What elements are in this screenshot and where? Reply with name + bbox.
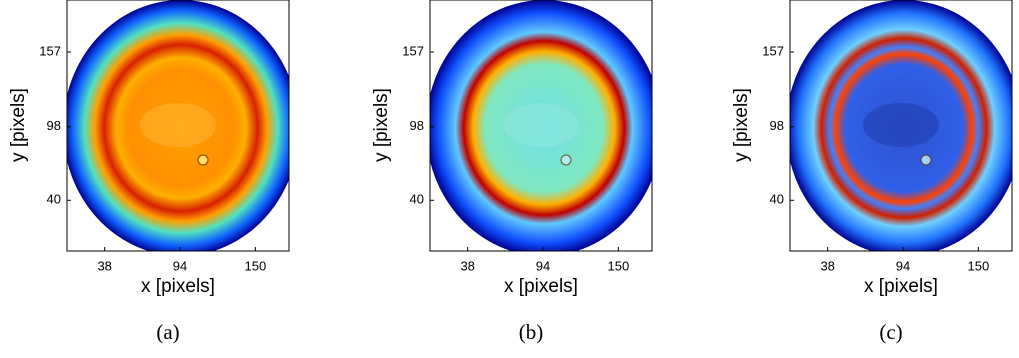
y-tick-label: 98 xyxy=(770,118,784,133)
x-tick-label: 150 xyxy=(968,258,990,273)
x-tick-label: 38 xyxy=(460,258,474,273)
y-tick-label: 40 xyxy=(47,192,61,207)
axes-frame xyxy=(429,0,653,252)
image xyxy=(67,0,289,251)
x-axis-label: x [pixels] xyxy=(864,276,938,297)
image xyxy=(430,0,652,251)
inner-blob xyxy=(503,103,579,147)
spot xyxy=(197,154,209,166)
y-tick-label: 98 xyxy=(47,118,61,133)
x-tick-label: 150 xyxy=(245,258,267,273)
x-tick-label: 94 xyxy=(173,258,187,273)
inner-blob xyxy=(863,103,939,147)
inner-blob xyxy=(140,103,216,147)
y-tick-label: 40 xyxy=(410,192,424,207)
y-tick-label: 157 xyxy=(39,43,61,58)
y-axis-label: y [pixels] xyxy=(371,88,392,162)
axes-frame xyxy=(66,0,290,252)
x-tick-label: 94 xyxy=(536,258,550,273)
y-tick-label: 157 xyxy=(762,43,784,58)
caption: (c) xyxy=(879,320,902,344)
y-tick-label: 157 xyxy=(402,43,424,58)
x-tick-label: 150 xyxy=(608,258,630,273)
x-tick-label: 38 xyxy=(820,258,834,273)
y-axis-label: y [pixels] xyxy=(731,88,752,162)
caption: (b) xyxy=(519,320,544,344)
image xyxy=(790,0,1012,251)
x-axis-label: x [pixels] xyxy=(504,276,578,297)
axes-frame xyxy=(789,0,1013,252)
spot xyxy=(920,154,932,166)
y-tick-label: 40 xyxy=(770,192,784,207)
y-axis-label: y [pixels] xyxy=(8,88,29,162)
x-tick-label: 94 xyxy=(896,258,910,273)
x-axis-label: x [pixels] xyxy=(141,276,215,297)
x-tick-label: 38 xyxy=(97,258,111,273)
caption: (a) xyxy=(156,320,179,344)
y-tick-label: 98 xyxy=(410,118,424,133)
spot xyxy=(560,154,572,166)
